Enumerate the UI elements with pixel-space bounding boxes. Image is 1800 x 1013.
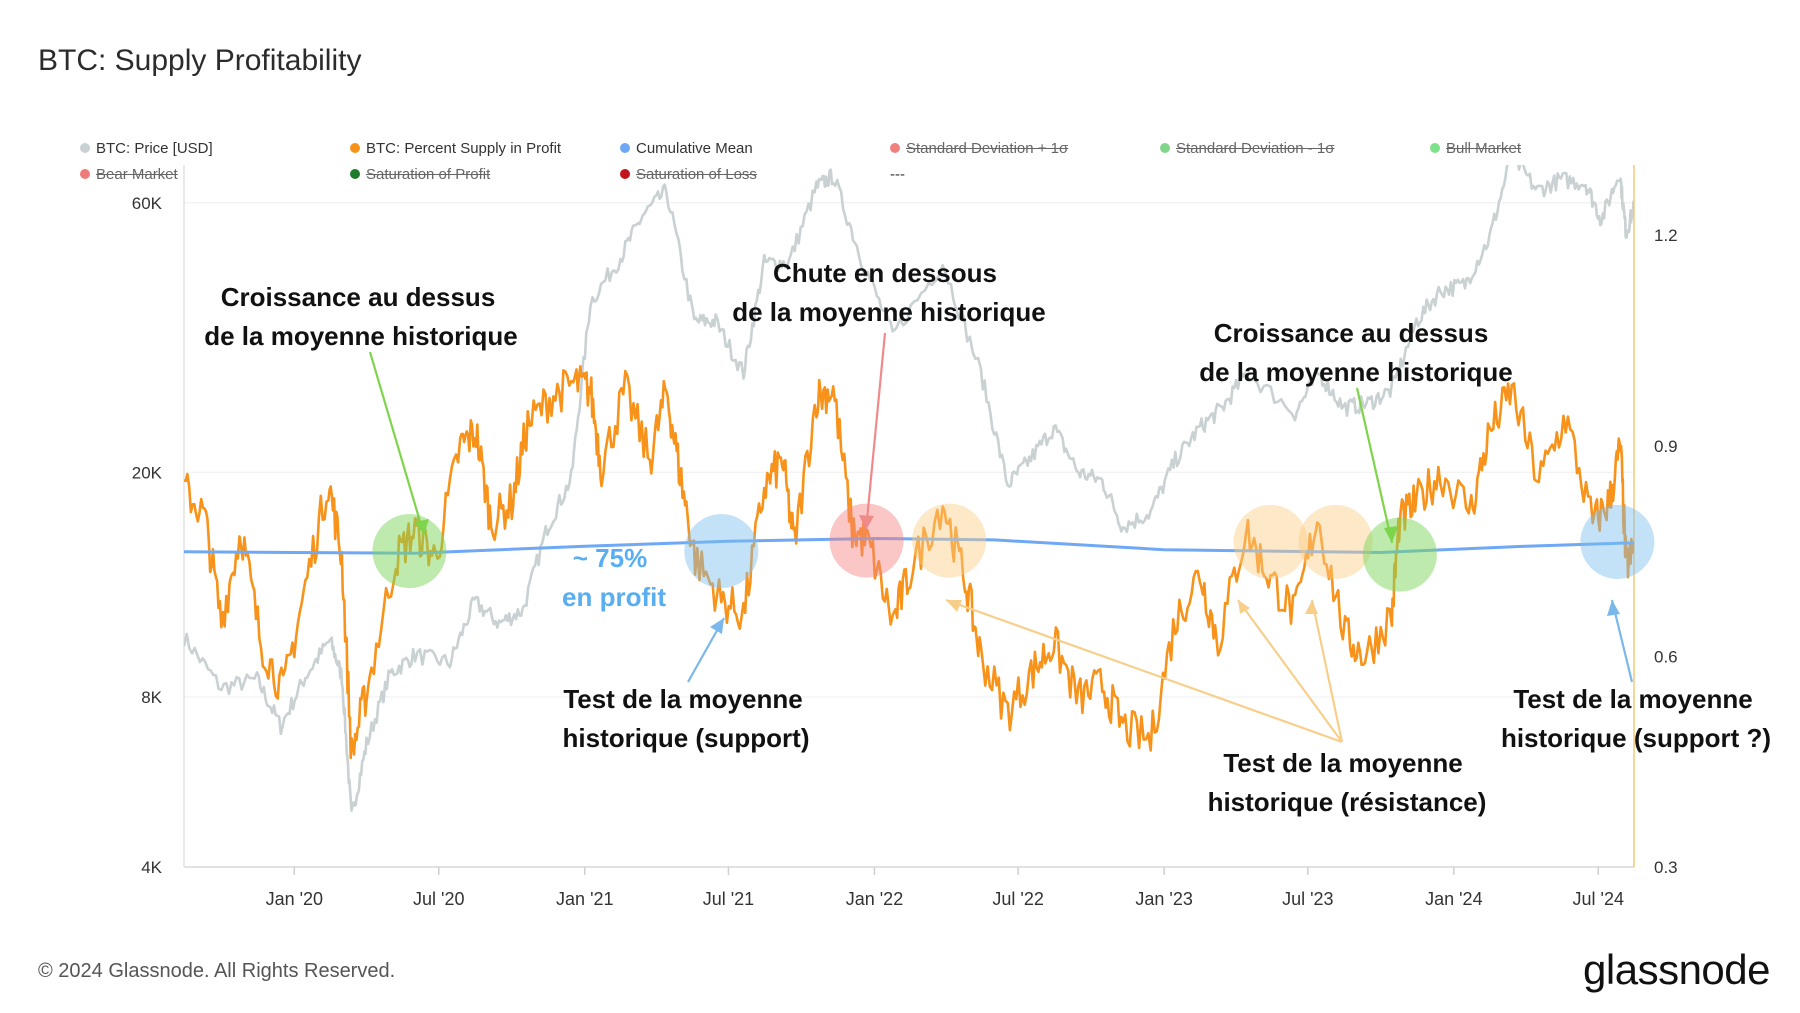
legend-dot-icon	[1430, 143, 1440, 153]
annotation-growth-2-line2: de la moyenne historique	[1199, 357, 1513, 387]
legend-label: BTC: Percent Supply in Profit	[366, 140, 562, 157]
highlight-circle-red	[829, 503, 904, 578]
annotation-fall-line1: Chute en dessous	[773, 258, 997, 288]
annotation-growth-2-line1: Croissance au dessus	[1214, 318, 1489, 348]
x-tick-label: Jan '23	[1135, 889, 1192, 909]
annotation-resistance-line1: Test de la moyenne	[1223, 748, 1462, 778]
annotation-growth-1-line1: Croissance au dessus	[221, 282, 496, 312]
arrowhead-support-2	[1607, 600, 1620, 616]
legend-item-saturation-profit[interactable]: Saturation of Profit	[350, 166, 490, 183]
legend-item-separator: ---	[890, 166, 905, 183]
x-tick-label: Jan '22	[846, 889, 903, 909]
legend-item-price[interactable]: BTC: Price [USD]	[80, 140, 213, 157]
annotation-fall-line2: de la moyenne historique	[732, 297, 1046, 327]
legend-item-cumulative-mean[interactable]: Cumulative Mean	[620, 140, 753, 157]
x-tick-label: Jul '20	[413, 889, 464, 909]
legend-dot-icon	[80, 169, 90, 179]
y-right-tick-label: 1.2	[1654, 226, 1678, 245]
arrowhead-growth-2	[1384, 526, 1398, 543]
legend-label: Cumulative Mean	[636, 140, 753, 157]
annotation-support-2-line1: Test de la moyenne	[1513, 684, 1752, 714]
annotation-support-1-line2: historique (support)	[563, 723, 810, 753]
arrow-fall	[864, 332, 887, 531]
chart-title: BTC: Supply Profitability	[38, 44, 362, 77]
legend-dot-icon	[350, 169, 360, 179]
x-tick-label: Jul '22	[992, 889, 1043, 909]
legend-label: Saturation of Profit	[366, 166, 491, 183]
y-left-tick-label: 60K	[132, 194, 163, 213]
y-left-tick-label: 20K	[132, 463, 163, 482]
y-left-tick-label: 8K	[141, 688, 162, 707]
arrowhead-resistance-a	[946, 600, 962, 612]
legend-dot-icon	[620, 169, 630, 179]
x-tick-label: Jul '23	[1282, 889, 1333, 909]
arrow-growth-1	[368, 351, 426, 536]
y-right-tick-label: 0.9	[1654, 437, 1678, 456]
legend-label: Standard Deviation + 1σ	[906, 140, 1069, 157]
legend-label: Bull Market	[1446, 140, 1522, 157]
legend-item-saturation-loss[interactable]: Saturation of Loss	[620, 166, 757, 183]
arrow-resistance-c	[1310, 599, 1344, 743]
x-tick-label: Jul '24	[1573, 889, 1624, 909]
annotation-growth-1-line2: de la moyenne historique	[204, 321, 518, 351]
arrowhead-growth-1	[415, 519, 429, 535]
arrow-resistance-a	[945, 598, 1343, 744]
arrowhead-support-1	[710, 618, 724, 634]
glassnode-logo: glassnode	[1583, 946, 1770, 993]
series-layer	[184, 165, 1634, 812]
annotation-mean-line2: en profit	[562, 582, 666, 612]
y-left-tick-label: 4K	[141, 858, 162, 877]
legend-label: Standard Deviation - 1σ	[1176, 140, 1335, 157]
legend-dot-icon	[890, 143, 900, 153]
arrowhead-resistance-b	[1238, 600, 1250, 614]
highlight-circles	[372, 503, 1655, 592]
highlight-circle-orange	[1233, 504, 1308, 579]
arrow-growth-2	[1355, 387, 1394, 544]
annotation-support-2-line2: historique (support ?)	[1501, 723, 1771, 753]
y-ticks-right: 0.3 0.6 0.9 1.2	[1654, 226, 1678, 877]
legend-item-bull-market[interactable]: Bull Market	[1430, 140, 1521, 157]
legend-item-std-plus[interactable]: Standard Deviation + 1σ	[890, 140, 1068, 157]
arrowhead-fall	[859, 515, 874, 530]
legend-dot-icon	[620, 143, 630, 153]
legend-dot-icon	[80, 143, 90, 153]
highlight-circle-blue	[1580, 504, 1655, 579]
x-ticks: Jan '20 Jul '20 Jan '21 Jul '21 Jan '22 Jul '…	[266, 867, 1624, 909]
highlight-circle-orange	[912, 503, 987, 578]
y-ticks-left: 4K 8K 20K 60K	[132, 194, 163, 877]
legend-dot-icon	[1160, 143, 1170, 153]
annotation-texts: Croissance au dessus de la moyenne histo…	[204, 258, 1771, 817]
x-tick-label: Jan '20	[266, 889, 323, 909]
highlight-circle-orange	[1298, 504, 1373, 579]
x-tick-label: Jan '21	[556, 889, 613, 909]
legend-item-std-minus[interactable]: Standard Deviation - 1σ	[1160, 140, 1335, 157]
annotation-resistance-line2: historique (résistance)	[1208, 787, 1487, 817]
copyright-footer: © 2024 Glassnode. All Rights Reserved.	[38, 960, 396, 982]
annotation-mean-line1: ~ 75%	[573, 543, 647, 573]
y-right-tick-label: 0.3	[1654, 858, 1678, 877]
legend-item-bear-market[interactable]: Bear Market	[80, 166, 178, 183]
x-tick-label: Jan '24	[1425, 889, 1482, 909]
axes	[183, 165, 1635, 868]
highlight-circle-green	[372, 514, 447, 589]
x-tick-label: Jul '21	[703, 889, 754, 909]
annotation-support-1-line1: Test de la moyenne	[563, 684, 802, 714]
arrow-resistance-b	[1237, 599, 1343, 743]
legend-label: BTC: Price [USD]	[96, 140, 213, 157]
arrowhead-resistance-c	[1305, 600, 1318, 614]
legend-label: Saturation of Loss	[636, 166, 757, 183]
legend-label: Bear Market	[96, 166, 178, 183]
y-right-tick-label: 0.6	[1654, 647, 1678, 666]
legend-label: ---	[890, 166, 905, 183]
legend: BTC: Price [USD] BTC: Percent Supply in …	[80, 140, 1640, 200]
series-line-price	[184, 165, 1634, 812]
legend-item-percent-supply[interactable]: BTC: Percent Supply in Profit	[350, 140, 561, 157]
highlight-circle-blue	[684, 514, 759, 589]
annotation-arrows	[368, 332, 1634, 744]
highlight-circle-green	[1362, 517, 1437, 592]
legend-dot-icon	[350, 143, 360, 153]
